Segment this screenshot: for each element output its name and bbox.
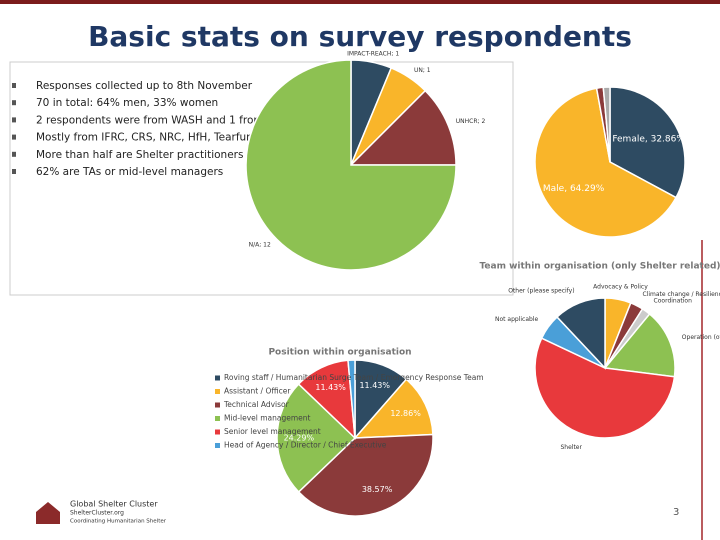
legend-label: Roving staff / Humanitarian Surge Team /… <box>224 373 484 382</box>
data-label: 24.29% <box>284 434 315 443</box>
data-label: IMPACT-REACH; 1 <box>347 50 399 57</box>
footer-tagline: Coordinating Humanitarian Shelter <box>70 519 167 525</box>
pie-slice <box>276 383 357 493</box>
data-label: UNHCR; 2 <box>456 118 486 125</box>
bullet-marker <box>12 151 16 157</box>
legend-label: Head of Agency / Director / Chief Execut… <box>224 441 387 450</box>
data-label: UN; 1 <box>414 67 431 74</box>
org-frame <box>9 61 514 296</box>
top-bar <box>0 0 720 4</box>
bullet-text: More than half are Shelter practitioners <box>36 149 243 161</box>
bullet-marker <box>12 134 16 140</box>
legend-label: Mid-level management <box>224 414 311 423</box>
bullet-text: 2 respondents were from WASH and 1 from … <box>36 114 285 126</box>
legend-swatch <box>215 443 220 448</box>
legend-label: Senior level management <box>224 427 321 436</box>
pie-slice <box>556 297 606 370</box>
legend-label: Assistant / Officer <box>224 387 291 396</box>
pie-slice <box>347 359 356 439</box>
slice-label: Climate change / Resilience / Disaster R… <box>642 291 720 298</box>
data-label: Female, 32.86% <box>612 134 685 144</box>
data-label: 11.43% <box>315 383 346 392</box>
data-label: Male, 64.29% <box>543 184 605 194</box>
pie-slice <box>603 313 676 378</box>
pie-slice <box>609 86 686 199</box>
bullet-marker <box>12 169 16 174</box>
data-label: 11.43% <box>359 381 390 390</box>
chart-title: Position within organisation <box>268 348 411 358</box>
pie-slice <box>602 86 611 163</box>
data-label: N/A; 12 <box>249 242 271 249</box>
legend-swatch <box>215 416 220 421</box>
pie-slice <box>534 87 678 238</box>
data-label: 38.57% <box>362 485 393 494</box>
pie-slice <box>353 378 434 439</box>
page-number: 3 <box>673 507 679 518</box>
slide-title: Basic stats on survey respondents <box>88 20 632 53</box>
legend-swatch <box>215 389 220 394</box>
bullet-text: 70 in total: 64% men, 33% women <box>36 97 218 109</box>
bullet-text: Responses collected up to 8th November <box>36 80 253 92</box>
pie-slice <box>245 59 457 271</box>
slice-label: Coordination <box>654 298 693 305</box>
chart-title: Team within organisation (only Shelter r… <box>479 262 720 272</box>
pie-slice <box>534 337 676 439</box>
slice-label: Shelter <box>560 444 582 451</box>
slice-label: Operation (officer / programme / operati… <box>682 334 720 341</box>
bullet-marker <box>12 100 16 106</box>
bullet-text: 62% are TAs or mid-level managers <box>36 166 223 178</box>
slice-label: Not applicable <box>495 316 538 323</box>
data-label: 12.86% <box>390 409 421 418</box>
legend-label: Technical Advisor <box>223 400 290 409</box>
slice-label: Other (please specify) <box>508 288 574 295</box>
bullet-marker <box>12 83 16 88</box>
footer-org: Global Shelter Cluster <box>70 500 158 509</box>
bullet-text: Mostly from IFRC, CRS, NRC, HfH, Tearfun… <box>36 132 260 144</box>
legend-swatch <box>215 402 220 408</box>
legend-swatch <box>215 375 220 381</box>
slice-label: Advocacy & Policy <box>593 283 648 290</box>
logo <box>36 502 60 524</box>
pie-slice <box>297 433 434 517</box>
pie-slice <box>349 89 457 166</box>
bullet-marker <box>12 117 16 123</box>
legend-swatch <box>215 429 220 435</box>
footer-site: ShelterCluster.org <box>70 510 124 517</box>
